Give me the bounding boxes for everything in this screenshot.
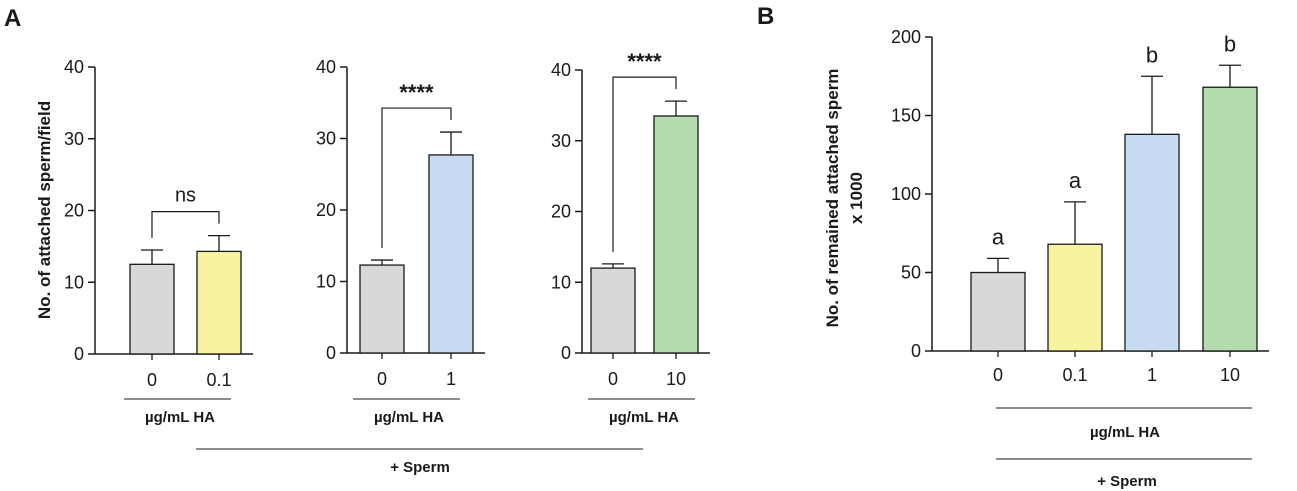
panel-b-group-label: + Sperm: [1097, 473, 1157, 490]
chart-a1-bar: [129, 263, 175, 355]
chart-a3-bar: [590, 267, 636, 354]
chart-a1-ytick-label: 40: [64, 57, 84, 77]
panel-b-ylabel-line1: No. of remained attached sperm: [823, 69, 842, 328]
chart-b-ytick-label: 50: [901, 263, 921, 283]
chart-b-letter: b: [1224, 31, 1236, 56]
chart-b-ytick-label: 0: [911, 341, 921, 361]
chart-b-ytick-label: 200: [891, 27, 921, 47]
chart-a3-ytick-label: 0: [561, 343, 571, 363]
panel-a-xsub-2: µg/mL HA: [374, 409, 444, 426]
chart-a1-ytick-label: 20: [64, 201, 84, 221]
chart-b-letter: b: [1146, 42, 1158, 67]
chart-a2-ytick-label: 30: [316, 129, 336, 149]
chart-b-bar: [1047, 243, 1103, 352]
panel-a-ylabel: No. of attached sperm/field: [35, 101, 54, 319]
panel-a-xsub-1: µg/mL HA: [145, 409, 215, 426]
chart-a2-ytick-label: 10: [316, 272, 336, 292]
chart-a1-bar: [196, 250, 242, 355]
chart-a1-ytick-label: 30: [64, 129, 84, 149]
chart-a1-xtick-label: 0: [147, 370, 157, 390]
chart-a3-ytick-label: 30: [551, 131, 571, 151]
chart-b-bar: [1202, 86, 1258, 352]
panel-b-xsub: µg/mL HA: [1090, 424, 1160, 441]
chart-a3-ytick-label: 10: [551, 272, 571, 292]
chart-b-bar: [1124, 133, 1180, 352]
chart-a2-xtick-label: 0: [377, 369, 387, 389]
chart-a2-sig-label: ****: [399, 80, 434, 105]
chart-a3-xtick-label: 0: [608, 369, 618, 389]
panel-a-group-label: + Sperm: [390, 459, 450, 476]
chart-a2-xtick-label: 1: [446, 369, 456, 389]
chart-b-ytick-label: 100: [891, 184, 921, 204]
panel-a-xsub-3: µg/mL HA: [609, 409, 679, 426]
chart-b-ytick-label: 150: [891, 106, 921, 126]
chart-b-bar: [970, 271, 1026, 352]
chart-a3-bar: [653, 115, 699, 354]
chart-a3-sig-bracket: [612, 76, 677, 252]
chart-b-xtick-label: 0.1: [1062, 365, 1087, 385]
chart-a2-bar: [359, 264, 405, 354]
chart-a3-ytick-label: 20: [551, 202, 571, 222]
chart-b-letter: a: [1069, 168, 1082, 193]
panel-a-label: A: [4, 5, 21, 32]
chart-a1-sig-label: ns: [175, 185, 196, 207]
chart-b-xtick-label: 10: [1220, 365, 1240, 385]
chart-a2-ytick-label: 40: [316, 57, 336, 77]
panel-b-ylabel-line2: x 1000: [847, 172, 866, 224]
chart-a1-xtick-label: 0.1: [206, 370, 231, 390]
chart-a2-sig-bracket: [381, 107, 452, 249]
chart-b-xtick-label: 1: [1147, 365, 1157, 385]
panel-b-label: B: [757, 3, 774, 30]
chart-a1-ytick-label: 0: [74, 344, 84, 364]
chart-a3-sig-label: ****: [627, 49, 662, 74]
chart-a2-ytick-label: 0: [326, 343, 336, 363]
chart-a2-bar: [428, 154, 474, 354]
chart-a3-ytick-label: 40: [551, 60, 571, 80]
chart-a1-ytick-label: 10: [64, 272, 84, 292]
chart-a3-xtick-label: 10: [666, 369, 686, 389]
chart-a2-ytick-label: 20: [316, 200, 336, 220]
chart-b-letter: a: [992, 224, 1005, 249]
chart-a1-sig-bracket: [151, 211, 220, 238]
chart-b-xtick-label: 0: [993, 365, 1003, 385]
